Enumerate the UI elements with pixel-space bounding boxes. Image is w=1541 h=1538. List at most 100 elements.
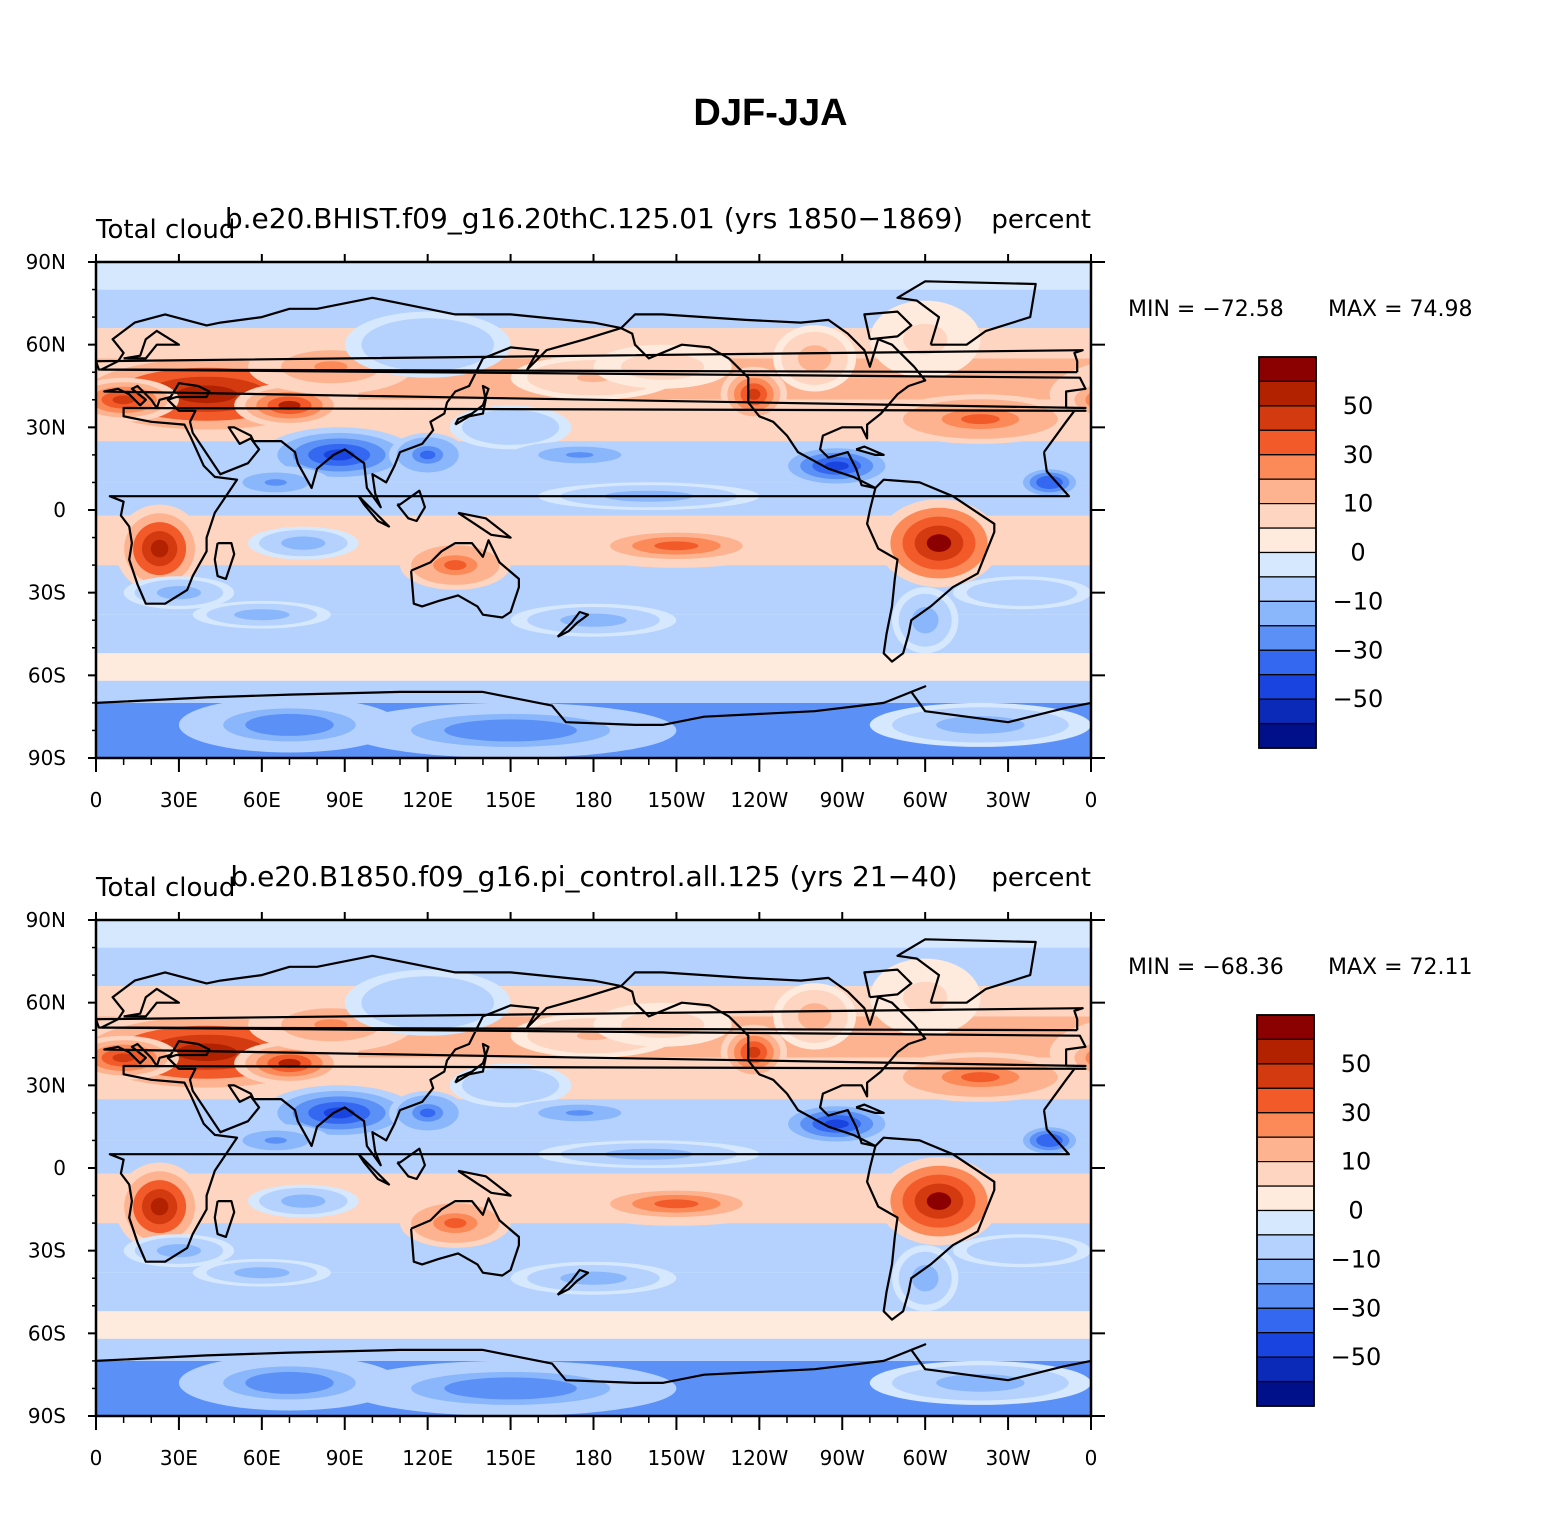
colorbar-swatch <box>1258 503 1317 529</box>
lon-tick-label: 0 <box>1085 788 1098 812</box>
field-contour <box>1119 1171 1190 1242</box>
colorbar-swatch <box>1258 454 1317 480</box>
colorbar-swatch <box>1256 1258 1315 1285</box>
lon-tick-label: 150E <box>485 788 536 812</box>
field-contour <box>1085 392 1091 408</box>
coastline <box>123 329 180 360</box>
field-contour <box>926 1192 952 1210</box>
field-band <box>96 1311 1091 1339</box>
field-contour <box>824 461 849 471</box>
colorbar-swatch <box>1258 698 1317 725</box>
colorbar-label: 0 <box>1350 539 1365 567</box>
colorbar: 50 30 10 0 −10 −30 −50 <box>1258 356 1384 749</box>
field-contour <box>1137 531 1172 566</box>
lon-tick-label: 90E <box>326 788 364 812</box>
field-band <box>96 653 1091 681</box>
field-contour <box>35 473 75 493</box>
field-contour <box>565 1110 594 1116</box>
field-contour <box>1519 1102 1541 1124</box>
field-contour <box>1400 442 1446 468</box>
field-contour <box>0 1379 8 1388</box>
field-contour <box>48 1137 61 1144</box>
field-contour <box>1373 983 1473 1023</box>
lon-tick-label: 150W <box>647 1446 705 1470</box>
field-contour <box>1428 1213 1472 1233</box>
colorbar-label: −10 <box>1331 1245 1382 1273</box>
field-contour <box>1407 446 1438 464</box>
field-contour <box>0 1157 5 1245</box>
field-contour <box>41 1134 68 1147</box>
field-contour <box>112 1053 135 1063</box>
colorbar-frame <box>1256 1014 1315 1407</box>
field-contour <box>1110 1163 1198 1251</box>
coastline <box>556 610 590 638</box>
colorbar-swatch <box>1258 527 1317 554</box>
coastline <box>454 1042 490 1084</box>
field-contour <box>1406 545 1494 585</box>
field-contour <box>1356 318 1489 371</box>
field-contour <box>1171 1044 1232 1062</box>
field-contour <box>1130 580 1218 606</box>
coastline <box>866 478 996 663</box>
coastline <box>396 489 426 523</box>
colorbar-swatch <box>1258 356 1317 382</box>
field-contour <box>1390 332 1456 358</box>
field-contour <box>1428 555 1472 575</box>
colorbar-label: −10 <box>1333 587 1384 615</box>
lon-tick-label: 90E <box>326 1446 364 1470</box>
colorbar-swatch <box>1258 405 1317 431</box>
coastline <box>866 1136 996 1321</box>
lat-tick-label: 90S <box>28 1404 66 1428</box>
map-panel-2: Total cloud b.e20.B1850.f09_g16.pi_contr… <box>0 658 1541 1470</box>
field-contour <box>1417 1208 1483 1238</box>
lon-tick-label: 30W <box>985 1446 1030 1470</box>
coastline <box>454 384 490 426</box>
field-contour <box>150 539 169 558</box>
field-contour <box>1119 1234 1230 1267</box>
field-contour <box>747 388 761 400</box>
field-contour <box>806 351 823 365</box>
coastlines <box>94 280 1092 726</box>
field-contour <box>1395 540 1506 590</box>
lon-tick-label: 180 <box>574 1446 612 1470</box>
field-contour <box>247 611 276 618</box>
max-label: MAX = 74.98 <box>1328 297 1473 322</box>
coastline <box>95 1343 1092 1384</box>
figure-title: DJF-JJA <box>693 92 848 134</box>
colorbar-swatch <box>1258 674 1317 700</box>
field-contour <box>1533 1140 1541 1168</box>
field-contour <box>0 414 5 424</box>
field-contour <box>1481 419 1530 437</box>
field-contour <box>1522 607 1541 633</box>
field-contour <box>477 1382 544 1394</box>
coastline <box>457 1169 512 1197</box>
field-contour <box>1481 1077 1530 1095</box>
field-band <box>96 1338 1091 1361</box>
map-chart-1: Total cloud b.e20.BHIST.f09_g16.20thC.12… <box>0 202 1541 812</box>
lon-tick-label: 90W <box>820 788 865 812</box>
field-contour <box>1128 522 1181 575</box>
field-contour <box>1522 360 1541 395</box>
lon-tick-label: 120W <box>730 1446 788 1470</box>
colorbar-swatch <box>1258 576 1317 602</box>
lon-tick-label: 30E <box>160 788 198 812</box>
field-contour <box>1356 976 1489 1029</box>
coastline <box>855 1103 885 1114</box>
colorbar: 50 30 10 0 −10 −30 −50 <box>1256 1014 1382 1407</box>
field-band <box>96 920 1091 948</box>
field-contour <box>1522 1018 1541 1053</box>
colorbar-swatch <box>1258 600 1317 627</box>
field-contour <box>1171 386 1232 404</box>
coastlines <box>94 938 1092 1384</box>
field-contour <box>1439 1377 1541 1399</box>
colorbar-label: 10 <box>1343 490 1374 518</box>
lon-tick-label: 120E <box>402 788 453 812</box>
field-contour <box>1392 437 1454 472</box>
field-contour <box>1506 1099 1541 1127</box>
right-title: percent <box>991 205 1091 235</box>
colorbar-label: 50 <box>1343 392 1374 420</box>
field-contour <box>35 1131 75 1151</box>
field-contour <box>112 395 135 405</box>
field-contour <box>1506 441 1541 469</box>
field-contour <box>1008 589 1036 596</box>
